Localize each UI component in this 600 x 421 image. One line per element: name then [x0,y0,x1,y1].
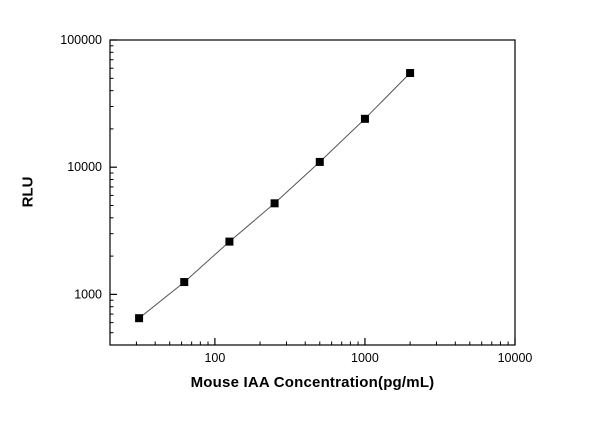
data-point [135,314,144,323]
x-tick-label: 1000 [351,351,379,365]
series-line [138,72,411,319]
y-tick-label: 10000 [67,160,102,174]
x-tick-label: 10000 [498,351,533,365]
x-axis-label: Mouse IAA Concentration(pg/mL) [190,374,435,391]
data-point [360,114,369,123]
data-point [180,278,189,287]
data-point [270,199,279,208]
x-tick-label: 100 [204,351,225,365]
y-tick-label: 100000 [60,33,102,47]
y-tick-label: 1000 [74,287,102,301]
data-point [225,237,234,246]
y-axis-label: RLU [19,176,37,208]
data-point [315,157,324,166]
data-point [406,69,415,78]
plot-border [109,39,516,346]
